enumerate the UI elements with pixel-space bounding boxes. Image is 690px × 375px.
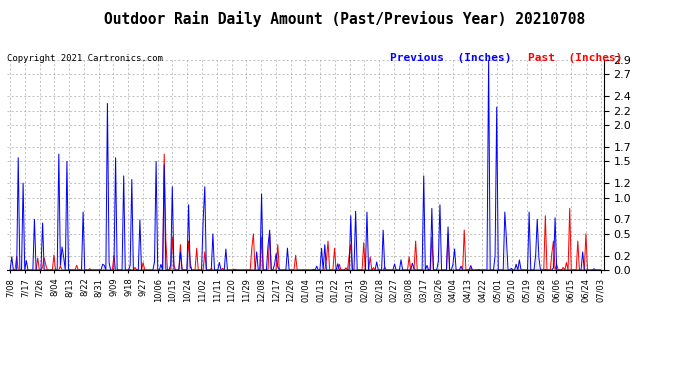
Text: Outdoor Rain Daily Amount (Past/Previous Year) 20210708: Outdoor Rain Daily Amount (Past/Previous… [104, 11, 586, 27]
Text: Previous  (Inches): Previous (Inches) [390, 53, 511, 63]
Text: Copyright 2021 Cartronics.com: Copyright 2021 Cartronics.com [7, 54, 163, 63]
Text: Past  (Inches): Past (Inches) [528, 53, 622, 63]
